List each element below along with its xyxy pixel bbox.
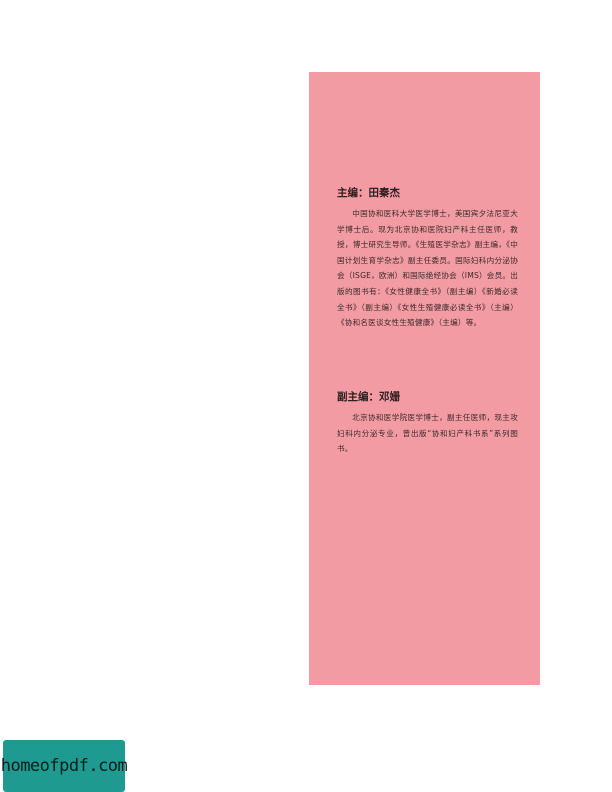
deputy-editor-title: 副主编：邓姗 — [337, 391, 400, 403]
editor-section: 主编：田秦杰 中国协和医科大学医学博士，美国宾夕法尼亚大学博士后。现为北京协和医… — [337, 186, 518, 331]
watermark-text: homeofpdf.com — [0, 756, 128, 776]
editor-bio: 中国协和医科大学医学博士，美国宾夕法尼亚大学博士后。现为北京协和医院妇产科主任医… — [337, 209, 518, 328]
author-info-panel — [309, 72, 540, 685]
editor-title: 主编：田秦杰 — [337, 187, 400, 199]
deputy-editor-bio: 北京协和医学院医学博士，副主任医师，现主攻妇科内分泌专业，曾出版“协和妇产科书系… — [337, 413, 518, 454]
deputy-editor-section: 副主编：邓姗 北京协和医学院医学博士，副主任医师，现主攻妇科内分泌专业，曾出版“… — [337, 390, 518, 457]
watermark-logo[interactable]: homeofpdf.com — [0, 740, 128, 792]
